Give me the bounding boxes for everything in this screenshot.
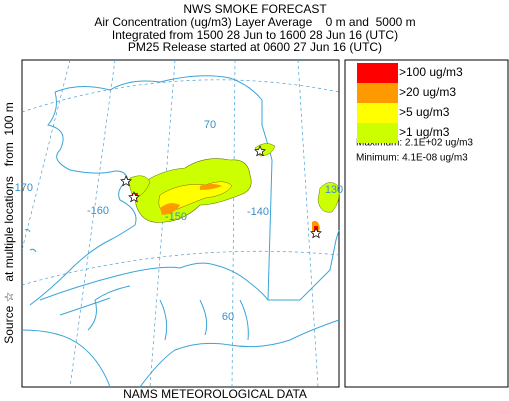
coastline: [21, 75, 340, 388]
legend-label: >100 ug/m3: [399, 65, 463, 79]
graticule-label: 70: [204, 119, 216, 131]
legend-swatch: [357, 103, 398, 123]
legend-label: >5 ug/m3: [399, 105, 450, 119]
maximum: Maximum: 2.1E+02 ug/m3: [356, 138, 473, 149]
footer: NAMS METEOROLOGICAL DATA: [123, 387, 307, 401]
graticule-label: -170: [11, 182, 33, 194]
star: [128, 191, 140, 203]
legend-swatch: [357, 83, 398, 103]
legend-swatch: [357, 63, 398, 83]
legend-label: >20 ug/m3: [399, 85, 456, 99]
legend-swatch: [357, 123, 398, 143]
star: [120, 175, 132, 187]
graticule-label: 130: [325, 184, 343, 196]
legend-label: >1 ug/m3: [399, 125, 450, 139]
smoke-plume: [129, 143, 340, 235]
subtitle: Integrated from 1500 28 Jun to 1600 28 J…: [112, 28, 398, 42]
map: 70 -170 -160 -150 -140 130 60: [11, 59, 343, 388]
side-label: Source ☆ at multiple locations from 100 …: [2, 102, 16, 344]
graticule-label: 60: [222, 311, 234, 323]
minimum: Minimum: 4.1E-08 ug/m3: [356, 153, 468, 164]
graticule-label: -160: [87, 205, 109, 217]
star: [254, 145, 266, 157]
graticule-label: -150: [165, 211, 187, 223]
legend: Maximum: 2.1E+02 ug/m3 Minimum: 4.1E-08 …: [344, 59, 509, 388]
map-frame: [21, 59, 340, 388]
title: NWS SMOKE FORECAST: [183, 2, 327, 16]
subtitle: Air Concentration (ug/m3) Layer Average …: [94, 15, 415, 29]
graticule-labels: 70 -170 -160 -150 -140 130 60: [11, 119, 343, 323]
subtitle: PM25 Release started at 0600 27 Jun 16 (…: [128, 40, 382, 54]
graticule-label: -140: [247, 206, 269, 218]
source-markers: [120, 145, 322, 239]
graticule: [21, 59, 340, 388]
star: [310, 227, 322, 239]
